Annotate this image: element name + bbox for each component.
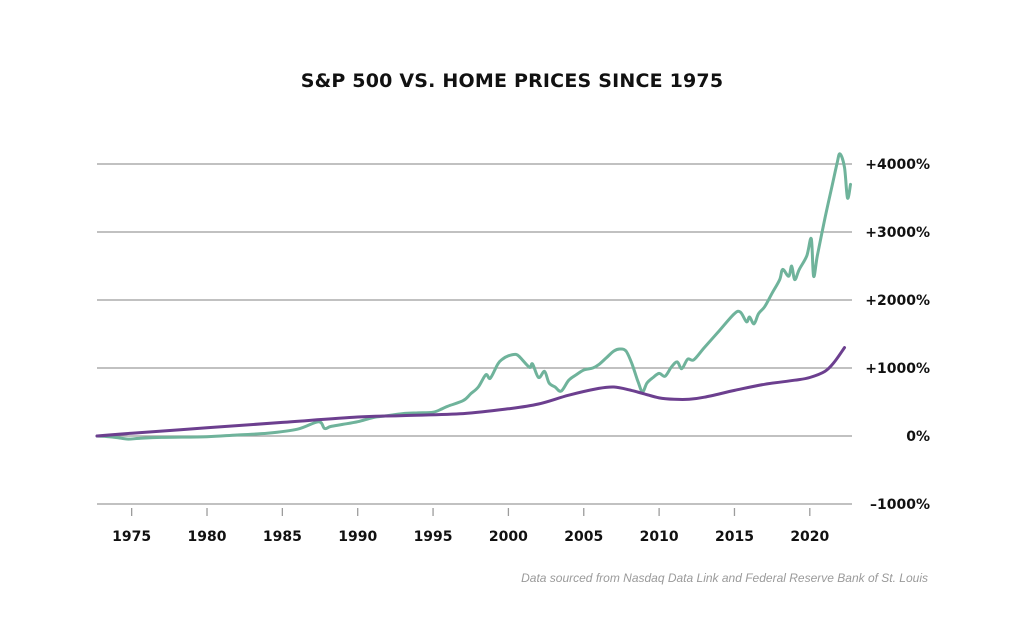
- y-tick-label: +2000%: [865, 293, 930, 309]
- chart-title: S&P 500 VS. HOME PRICES SINCE 1975: [300, 70, 724, 92]
- x-axis-labels: 1975 1980 1985 1990 1995 2000 2005 2010 2015 2020: [112, 529, 829, 545]
- x-tick-label: 1990: [338, 529, 377, 545]
- grid-lines: [97, 163, 852, 505]
- y-tick-label: +1000%: [865, 361, 930, 377]
- x-tick-label: 2005: [564, 529, 603, 545]
- x-tick-label: 1980: [188, 529, 227, 545]
- x-tick-label: 2020: [790, 529, 829, 545]
- home-price-line: [95, 346, 846, 438]
- y-tick-label: 0%: [906, 429, 930, 445]
- x-tick-label: 2015: [715, 529, 754, 545]
- y-tick-label: +4000%: [865, 157, 930, 173]
- sp500-line: [95, 152, 852, 441]
- x-tick-label: 1975: [112, 529, 151, 545]
- source-note: Data sourced from Nasdaq Data Link and F…: [521, 571, 928, 585]
- series-lines: [95, 152, 852, 441]
- x-tick-label: 1985: [263, 529, 302, 545]
- y-axis-labels: –1000% 0% +1000% +2000% +3000% +4000%: [865, 157, 930, 513]
- x-tick-label: 1995: [414, 529, 453, 545]
- x-tick-label: 2000: [489, 529, 528, 545]
- x-tick-label: 2010: [640, 529, 679, 545]
- y-tick-label: –1000%: [870, 497, 930, 513]
- y-tick-label: +3000%: [865, 225, 930, 241]
- x-axis-ticks: [131, 508, 811, 516]
